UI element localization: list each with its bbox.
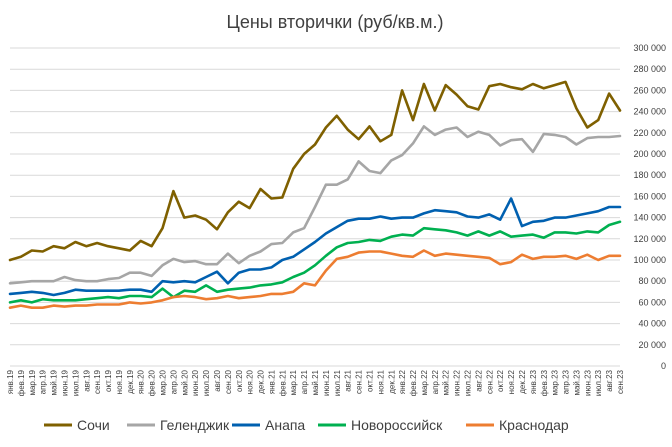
x-tick-label: мар.23: [551, 369, 560, 395]
legend-label: Геленджик: [160, 417, 230, 433]
x-tick-label: янв.19: [6, 369, 15, 394]
x-tick-label: янв.22: [398, 369, 407, 394]
x-tick-label: фев.20: [148, 369, 157, 396]
y-axis-tick-labels: 0 20 000 40 000 60 000 80 000 100 000 120 000 1…: [633, 43, 666, 371]
x-tick-label: сен.21: [355, 369, 364, 394]
x-tick-label: дек.21: [387, 369, 396, 393]
series-line-1: [8, 125, 622, 285]
legend: Сочи Геленджик Анапа Новороссийск Краснодар: [44, 417, 569, 433]
y-tick-label: 140 000: [633, 213, 666, 223]
legend-label: Сочи: [77, 417, 110, 433]
y-tick-label: 160 000: [633, 191, 666, 201]
x-tick-label: янв.21: [267, 369, 276, 394]
legend-label: Новороссийск: [351, 417, 443, 433]
x-tick-label: авг.19: [82, 369, 91, 391]
x-tick-label: июн.20: [191, 369, 200, 396]
x-tick-label: сен.23: [616, 369, 625, 394]
x-tick-label: фев.22: [409, 369, 418, 396]
x-tick-label: май.19: [50, 369, 59, 395]
x-tick-label: дек.19: [126, 369, 135, 393]
x-tick-label: май.22: [442, 369, 451, 395]
x-tick-label: фев.19: [17, 369, 26, 396]
series-line-0: [8, 80, 622, 262]
x-tick-label: авг.20: [213, 369, 222, 391]
x-tick-label: фев.21: [278, 369, 287, 396]
y-tick-label: 220 000: [633, 128, 666, 138]
y-tick-label: 60 000: [638, 297, 666, 307]
series-line-3: [8, 220, 622, 304]
x-tick-label: июн.19: [60, 369, 69, 396]
x-tick-label: окт.20: [235, 369, 244, 391]
x-tick-label: июл.22: [464, 369, 473, 396]
y-tick-label: 200 000: [633, 149, 666, 159]
gridlines: [10, 47, 620, 367]
x-tick-label: ноя.20: [246, 369, 255, 394]
x-tick-label: авг.22: [474, 369, 483, 391]
x-tick-label: июн.23: [583, 369, 592, 396]
x-tick-label: май.23: [572, 369, 581, 395]
legend-label: Краснодар: [499, 417, 569, 433]
y-tick-label: 20 000: [638, 340, 666, 350]
y-tick-label: 0: [661, 361, 666, 371]
x-tick-label: мар.20: [159, 369, 168, 395]
x-tick-label: окт.22: [496, 369, 505, 391]
x-tick-label: дек.22: [518, 369, 527, 393]
x-tick-label: июл.20: [202, 369, 211, 396]
x-tick-label: окт.19: [104, 369, 113, 391]
x-axis-tick-labels: янв.19 фев.19 мар.19 апр.19 май.19 июн.19 июл.…: [6, 369, 625, 396]
y-tick-label: 120 000: [633, 234, 666, 244]
series-line-4: [8, 249, 622, 310]
x-tick-label: июл.21: [333, 369, 342, 396]
x-tick-label: июн.21: [322, 369, 331, 396]
chart-title: Цены вторички (руб/кв.м.): [227, 12, 444, 32]
legend-label: Анапа: [265, 417, 305, 433]
y-tick-label: 260 000: [633, 85, 666, 95]
x-tick-label: ноя.19: [115, 369, 124, 394]
x-tick-label: июн.22: [453, 369, 462, 396]
x-tick-label: апр.19: [39, 369, 48, 394]
x-tick-label: авг.23: [605, 369, 614, 391]
x-tick-label: апр.23: [562, 369, 571, 394]
x-tick-label: мар.19: [28, 369, 37, 395]
x-tick-label: дек.20: [257, 369, 266, 393]
y-tick-label: 40 000: [638, 319, 666, 329]
x-tick-label: мар.21: [289, 369, 298, 395]
x-tick-label: янв.20: [137, 369, 146, 394]
y-tick-label: 280 000: [633, 64, 666, 74]
x-tick-label: фев.23: [540, 369, 549, 396]
x-tick-label: апр.20: [169, 369, 178, 394]
x-tick-label: окт.21: [365, 369, 374, 391]
x-tick-label: сен.20: [224, 369, 233, 394]
x-tick-label: мар.22: [420, 369, 429, 395]
x-tick-label: май.20: [180, 369, 189, 395]
x-tick-label: ноя.22: [507, 369, 516, 394]
y-tick-label: 240 000: [633, 107, 666, 117]
x-tick-label: сен.19: [93, 369, 102, 394]
x-tick-label: янв.23: [529, 369, 538, 394]
x-tick-label: июл.19: [71, 369, 80, 396]
x-tick-label: сен.22: [485, 369, 494, 394]
y-tick-label: 180 000: [633, 170, 666, 180]
y-tick-label: 300 000: [633, 43, 666, 53]
x-tick-label: ноя.21: [376, 369, 385, 394]
x-tick-label: июл.23: [594, 369, 603, 396]
x-tick-label: апр.22: [431, 369, 440, 394]
series-line-2: [8, 197, 622, 297]
series-lines: [8, 80, 622, 310]
y-tick-label: 80 000: [638, 276, 666, 286]
x-tick-label: май.21: [311, 369, 320, 395]
x-tick-label: апр.21: [300, 369, 309, 394]
y-tick-label: 100 000: [633, 255, 666, 265]
x-tick-label: авг.21: [344, 369, 353, 391]
